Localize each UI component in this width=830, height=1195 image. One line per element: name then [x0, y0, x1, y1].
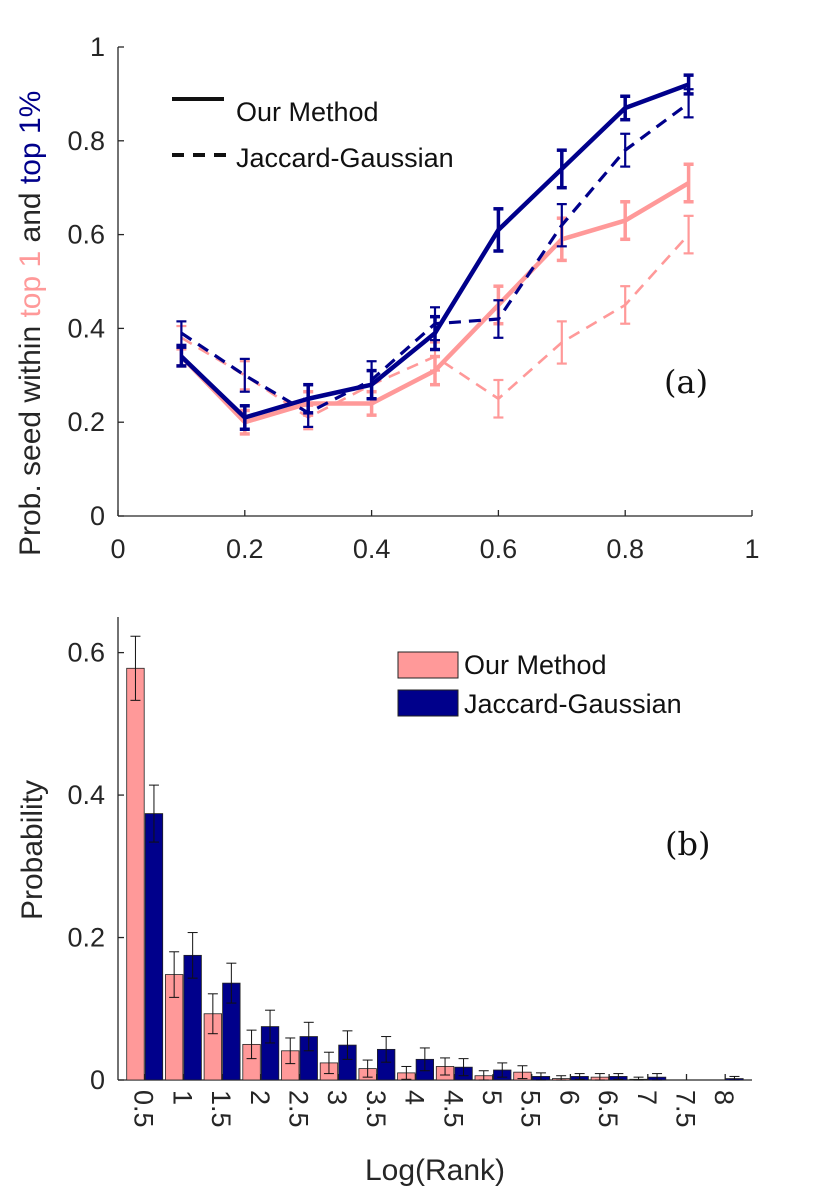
- legend-label-jaccard-gaussian-b: Jaccard-Gaussian: [464, 689, 682, 719]
- x-tick-label-a: 0.6: [480, 534, 518, 564]
- x-tick-label-a: 0: [110, 534, 125, 564]
- x-tick-label-b: 6: [554, 1090, 584, 1105]
- y-axis-label-b: Probability: [16, 780, 49, 920]
- x-tick-label-a: 0.2: [226, 534, 264, 564]
- x-tick-label-b: 3.5: [361, 1090, 391, 1128]
- y-tick-label-b: 0.2: [67, 923, 105, 953]
- panel-a-line-chart: 0 0.2 0.4 0.6 0.8 100.20.40.60.81 Our Method …: [14, 32, 760, 564]
- y-tick-label-b: 0.6: [67, 638, 105, 668]
- y-axis-label-a: Prob. seed within top 1 and top 1%: [14, 91, 47, 556]
- x-tick-label-b: 8: [709, 1090, 739, 1105]
- legend-label-our-method-b: Our Method: [464, 650, 607, 680]
- x-tick-label-a: 1: [744, 534, 759, 564]
- x-tick-label-b: 4: [400, 1090, 430, 1105]
- x-tick-label-a: 0.4: [353, 534, 391, 564]
- x-tick-label-b: 4.5: [438, 1090, 468, 1128]
- panel-label-b: (b): [665, 825, 710, 863]
- x-tick-label-b: 6.5: [593, 1090, 623, 1128]
- y-label-part-top1pct: top 1%: [14, 91, 47, 184]
- y-label-part-top1: top 1: [14, 251, 47, 318]
- x-tick-label-b: 2.5: [284, 1090, 314, 1128]
- bar-jaccard-gaussian: [144, 813, 164, 1081]
- x-tick-label-b: 2: [245, 1090, 275, 1105]
- x-tick-label-b: 5.5: [516, 1090, 546, 1128]
- x-axis-label-b: Log(Rank): [365, 1154, 505, 1187]
- x-tick-label-b: 5: [477, 1090, 507, 1105]
- legend-solid-swatch: [172, 97, 224, 101]
- y-tick-label-a: 1: [90, 32, 105, 62]
- y-tick-label-b: 0: [90, 1065, 105, 1095]
- legend-swatch-jaccard-gaussian: [397, 689, 459, 717]
- x-tick-label-b: 7: [632, 1090, 662, 1105]
- x-tick-label-b: 0.5: [129, 1090, 159, 1128]
- y-label-part-and: and: [14, 184, 47, 251]
- y-tick-label-a: 0.4: [67, 313, 105, 343]
- y-tick-label-a: 0.8: [67, 126, 105, 156]
- panel-label-a: (a): [664, 363, 708, 401]
- x-tick-label-b: 1.5: [206, 1090, 236, 1128]
- y-tick-label-b: 0.4: [67, 780, 105, 810]
- y-tick-label-a: 0.6: [67, 220, 105, 250]
- x-tick-label-b: 1: [167, 1090, 197, 1105]
- legend-swatch-our-method: [397, 651, 459, 679]
- x-tick-label-b: 7.5: [671, 1090, 701, 1128]
- y-label-part-1: Prob. seed within: [14, 318, 47, 556]
- legend-label-our-method: Our Method: [236, 97, 379, 127]
- legend-label-jaccard-gaussian: Jaccard-Gaussian: [236, 143, 454, 173]
- bar-our-method: [126, 667, 145, 1081]
- panel-b-bar-chart: 0 0.2 0.4 0.6 0.5 1 1.5 2 2.5 3 3.5 4 4.5 5 5.5 6 6.5 7 7.…: [16, 617, 752, 1187]
- y-tick-label-a: 0: [90, 501, 105, 531]
- y-tick-label-a: 0.2: [67, 407, 105, 437]
- x-tick-label-a: 0.8: [606, 534, 644, 564]
- x-tick-label-b: 3: [322, 1090, 352, 1105]
